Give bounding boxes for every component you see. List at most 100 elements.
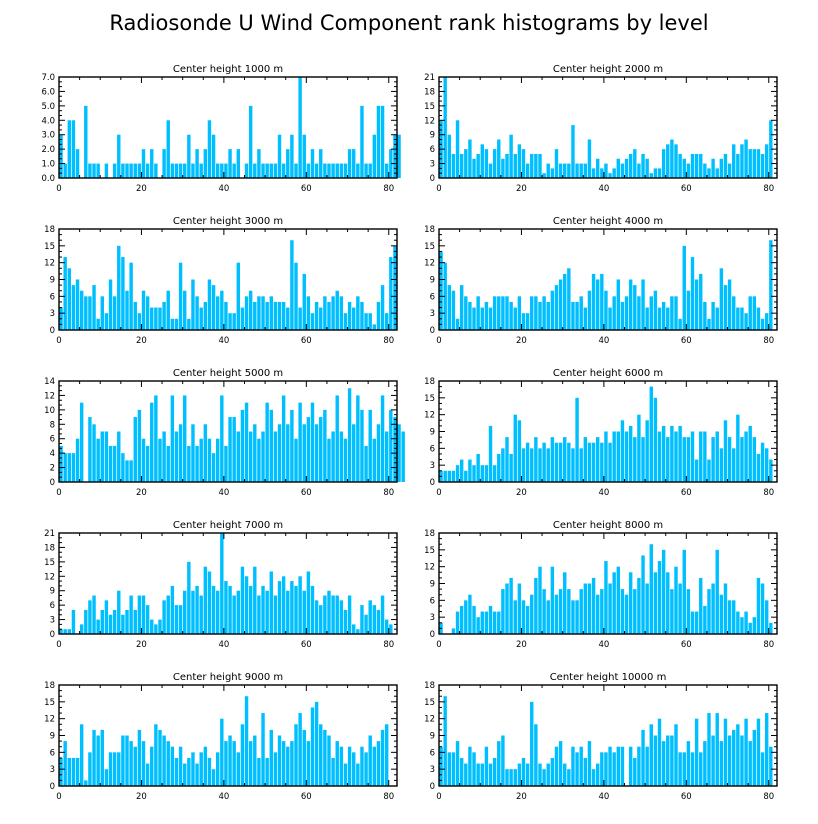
bar [456,120,459,178]
bar [68,453,71,482]
bar [84,610,87,634]
bar [629,426,632,482]
bar [497,140,500,178]
bar [336,291,339,330]
bar [761,154,764,178]
bar [348,596,351,634]
bar [687,164,690,178]
y-tick-label: 21 [44,529,55,539]
bar [175,164,178,178]
y-tick-label: 6 [430,748,435,758]
bar [352,624,355,634]
bar [377,424,380,482]
bar [608,173,611,178]
bar [72,453,75,482]
bar [241,724,244,786]
bar [59,135,62,178]
y-tick-label: 8 [50,420,55,430]
bar [352,308,355,330]
bar [604,752,607,786]
bar [257,149,260,178]
bar [88,296,91,330]
bar [125,164,128,178]
bar [84,106,87,178]
bar [571,125,574,178]
y-tick-label: 4.0 [41,116,55,126]
bar [278,302,281,330]
bar [497,454,500,482]
bar [612,752,615,786]
bar [208,280,211,331]
bar [72,610,75,634]
bar [575,398,578,482]
panel-6: Center height 6000 m0 20 40 60 800369121518 [424,368,777,498]
panel-title: Center height 10000 m [550,672,667,683]
bar [485,612,488,634]
bar [212,135,215,178]
bar [224,302,227,330]
bar [96,620,99,634]
bar [212,285,215,330]
bar [129,460,132,482]
bar [290,135,293,178]
bar [534,154,537,178]
bar [315,302,318,330]
bar [142,439,145,482]
bar [241,410,244,482]
bar [637,747,640,786]
y-tick-label: 3 [430,160,435,170]
bar [514,769,517,786]
bar [294,586,297,634]
bar [650,173,653,178]
bar [674,144,677,178]
y-tick-label: 6 [430,292,435,302]
bar [113,164,116,178]
bar [728,736,731,787]
bar [121,615,124,634]
bar [481,764,484,786]
x-tick-label: 20 [136,184,147,194]
bar [753,437,756,482]
x-tick-label: 40 [598,640,609,650]
y-tick-label: 2 [50,464,55,474]
x-tick-label: 40 [598,184,609,194]
bar [489,164,492,178]
bar [204,567,207,634]
bar [501,159,504,178]
bar [401,432,404,483]
bar [753,730,756,786]
x-tick-label: 80 [763,792,774,802]
bar [493,149,496,178]
bar [625,159,628,178]
bar [703,302,706,330]
bar [121,453,124,482]
bar [555,595,558,634]
x-tick-label: 40 [598,336,609,346]
bar [327,302,330,330]
bar [711,159,714,178]
bar [167,120,170,178]
bar [654,572,657,634]
bar [526,313,529,330]
bar [319,724,322,786]
bar [298,713,301,786]
bar [373,605,376,634]
bar [551,168,554,178]
bar [575,600,578,634]
bar [522,758,525,786]
bar [728,164,731,178]
panel-9: Center height 9000 m0 20 40 60 800369121518 [44,672,397,802]
bar [629,572,632,634]
bar [687,437,690,482]
y-tick-label: 0 [50,782,55,792]
bar [381,106,384,178]
bar [171,395,174,482]
bar [489,308,492,330]
panel-title: Center height 6000 m [553,368,663,379]
bar [670,736,673,787]
bar [369,600,372,634]
bar [232,741,235,786]
bar [509,578,512,634]
bar [204,747,207,786]
bar [456,319,459,330]
